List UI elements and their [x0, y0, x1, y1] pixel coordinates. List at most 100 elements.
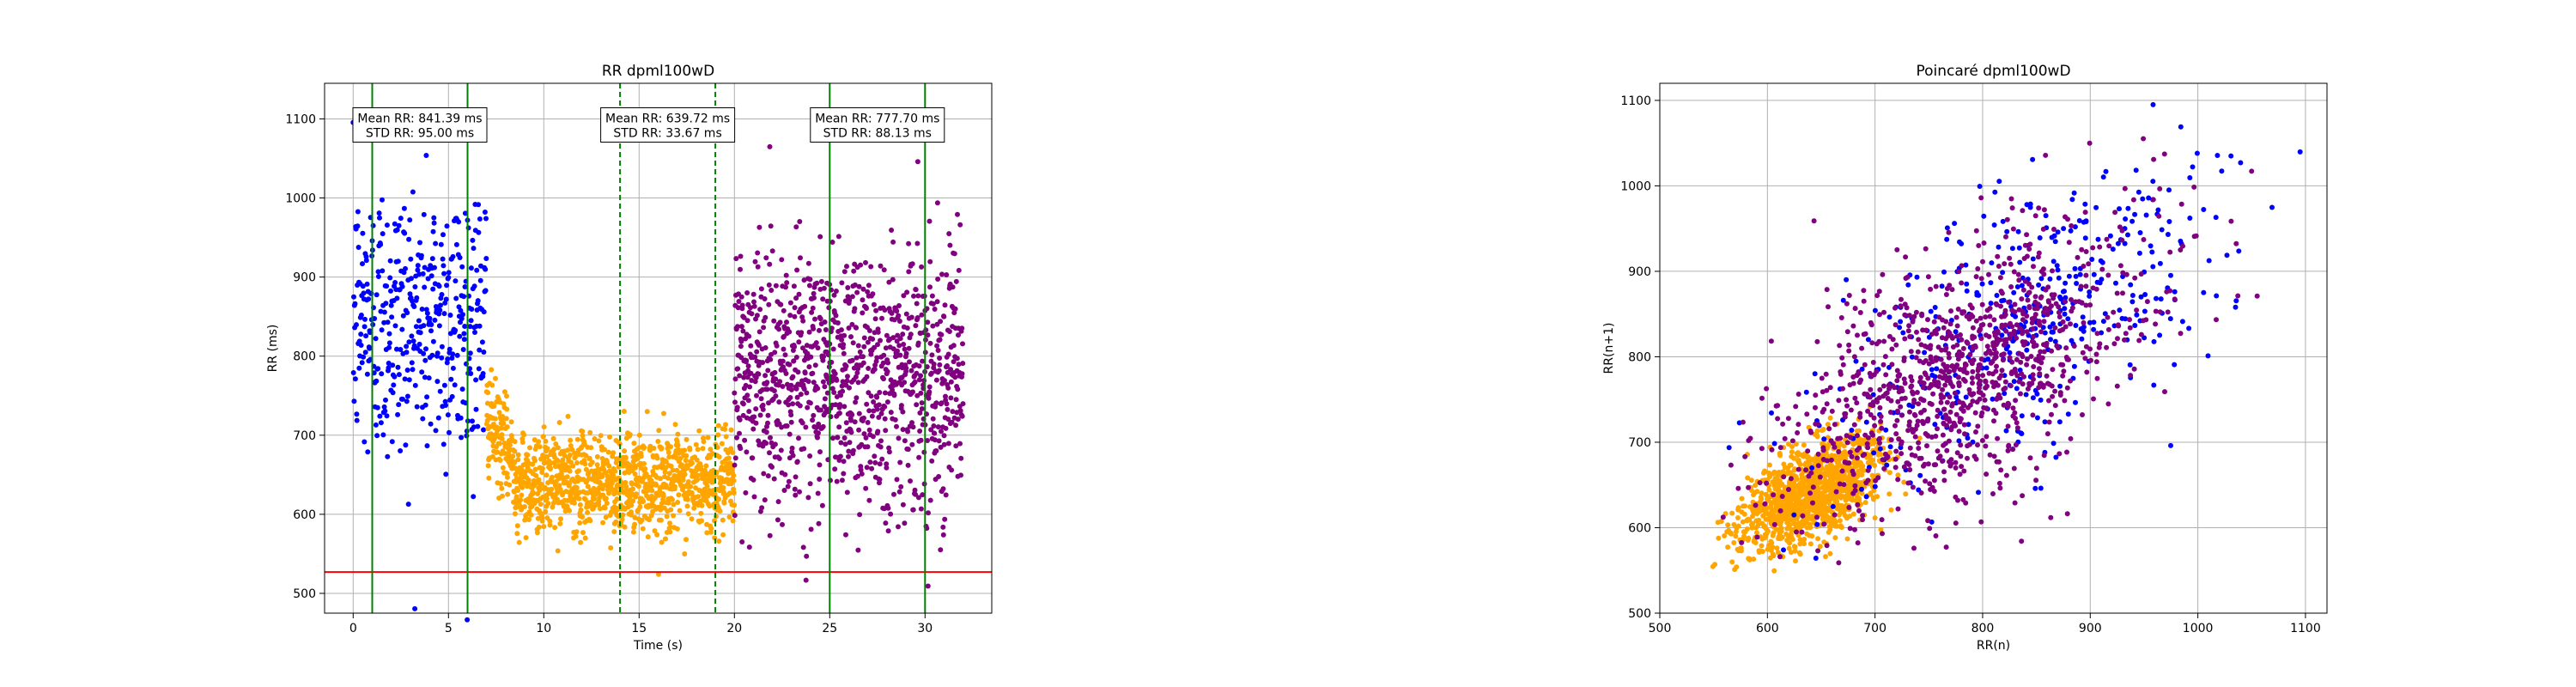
poincare-point [1916, 446, 1922, 451]
rr-point [852, 306, 858, 312]
rr-point [737, 373, 743, 379]
poincare-point [1944, 225, 1950, 231]
rr-point [742, 437, 748, 443]
rr-point [805, 379, 811, 385]
rr-point [384, 413, 390, 419]
poincare-point [1917, 455, 1923, 461]
poincare-point [1984, 434, 1990, 440]
rr-point [930, 301, 936, 307]
rr-point [419, 307, 425, 312]
poincare-point [1748, 477, 1754, 483]
poincare-point [1906, 462, 1912, 467]
rr-point [501, 421, 507, 427]
rr-point [933, 400, 939, 406]
rr-point [689, 489, 695, 495]
rr-point [806, 283, 812, 289]
poincare-point [2033, 465, 2039, 471]
rr-point [629, 502, 635, 508]
rr-point [778, 301, 784, 307]
poincare-point [1860, 513, 1866, 519]
rr-point [499, 432, 505, 438]
rr-point [851, 268, 857, 274]
poincare-point [1952, 221, 1958, 227]
rr-point [389, 314, 395, 320]
rr-point [868, 264, 874, 270]
rr-point [359, 360, 365, 366]
rr-point [663, 536, 668, 542]
poincare-point [1834, 523, 1839, 529]
poincare-point [1846, 482, 1851, 488]
rr-point [547, 519, 553, 524]
poincare-point [2201, 289, 2207, 295]
rr-point [513, 494, 519, 500]
poincare-point [1799, 471, 1805, 477]
poincare-point [1830, 471, 1836, 477]
rr-point [351, 398, 357, 404]
rr-point [574, 484, 580, 490]
rr-point [840, 379, 846, 385]
poincare-point [1849, 453, 1855, 459]
rr-point [919, 264, 925, 270]
rr-point [654, 455, 660, 461]
rr-point [817, 462, 823, 468]
rr-point [367, 330, 373, 336]
poincare-point [2015, 228, 2021, 234]
rr-point [805, 404, 811, 410]
poincare-point [1782, 465, 1788, 471]
rr-point [822, 384, 828, 390]
rr-point [476, 366, 482, 372]
poincare-point [2087, 140, 2093, 146]
rr-point [585, 483, 591, 489]
rr-point [459, 316, 465, 321]
rr-point [947, 242, 953, 248]
poincare-point [1912, 434, 1918, 440]
poincare-point [2117, 206, 2122, 212]
poincare-point [2050, 268, 2055, 274]
rr-point [410, 338, 416, 344]
poincare-point [1861, 467, 1867, 473]
rr-point [935, 277, 941, 282]
rr-point [701, 439, 707, 445]
rr-point [428, 322, 434, 327]
rr-point [715, 432, 721, 438]
rr-point [810, 417, 816, 423]
rr-point [928, 427, 934, 433]
poincare-point [1942, 382, 1948, 388]
poincare-point [2154, 295, 2159, 301]
poincare-point [1736, 548, 1741, 554]
rr-point [425, 276, 431, 282]
poincare-point [2233, 298, 2239, 304]
rr-point [897, 352, 903, 358]
rr-point [765, 420, 770, 426]
poincare-point [1894, 417, 1900, 423]
poincare-point [1964, 281, 1970, 287]
rr-point [571, 500, 577, 506]
rr-point [927, 284, 933, 290]
poincare-point [1960, 408, 1966, 414]
poincare-point [1769, 447, 1775, 453]
rr-point [780, 358, 786, 364]
poincare-point [2019, 296, 2025, 302]
poincare-point [1826, 443, 1832, 449]
poincare-point [1852, 483, 1858, 489]
x-tick-label: 900 [2079, 622, 2102, 635]
rr-point [439, 355, 445, 361]
rr-point [886, 449, 892, 455]
rr-point [797, 489, 802, 495]
poincare-point [2089, 257, 2095, 262]
poincare-point [1849, 428, 1855, 433]
poincare-point [2073, 399, 2078, 405]
rr-point [422, 284, 428, 290]
rr-point [454, 352, 460, 358]
poincare-point [2030, 395, 2036, 401]
poincare-point [1954, 323, 1960, 329]
poincare-point [1767, 474, 1772, 480]
rr-point [414, 404, 420, 410]
rr-point [913, 323, 919, 329]
rr-point [925, 332, 931, 338]
rr-point [473, 377, 479, 383]
poincare-point [1871, 450, 1877, 456]
poincare-point [2100, 174, 2106, 180]
rr-point [732, 455, 738, 461]
rr-point [538, 502, 544, 508]
